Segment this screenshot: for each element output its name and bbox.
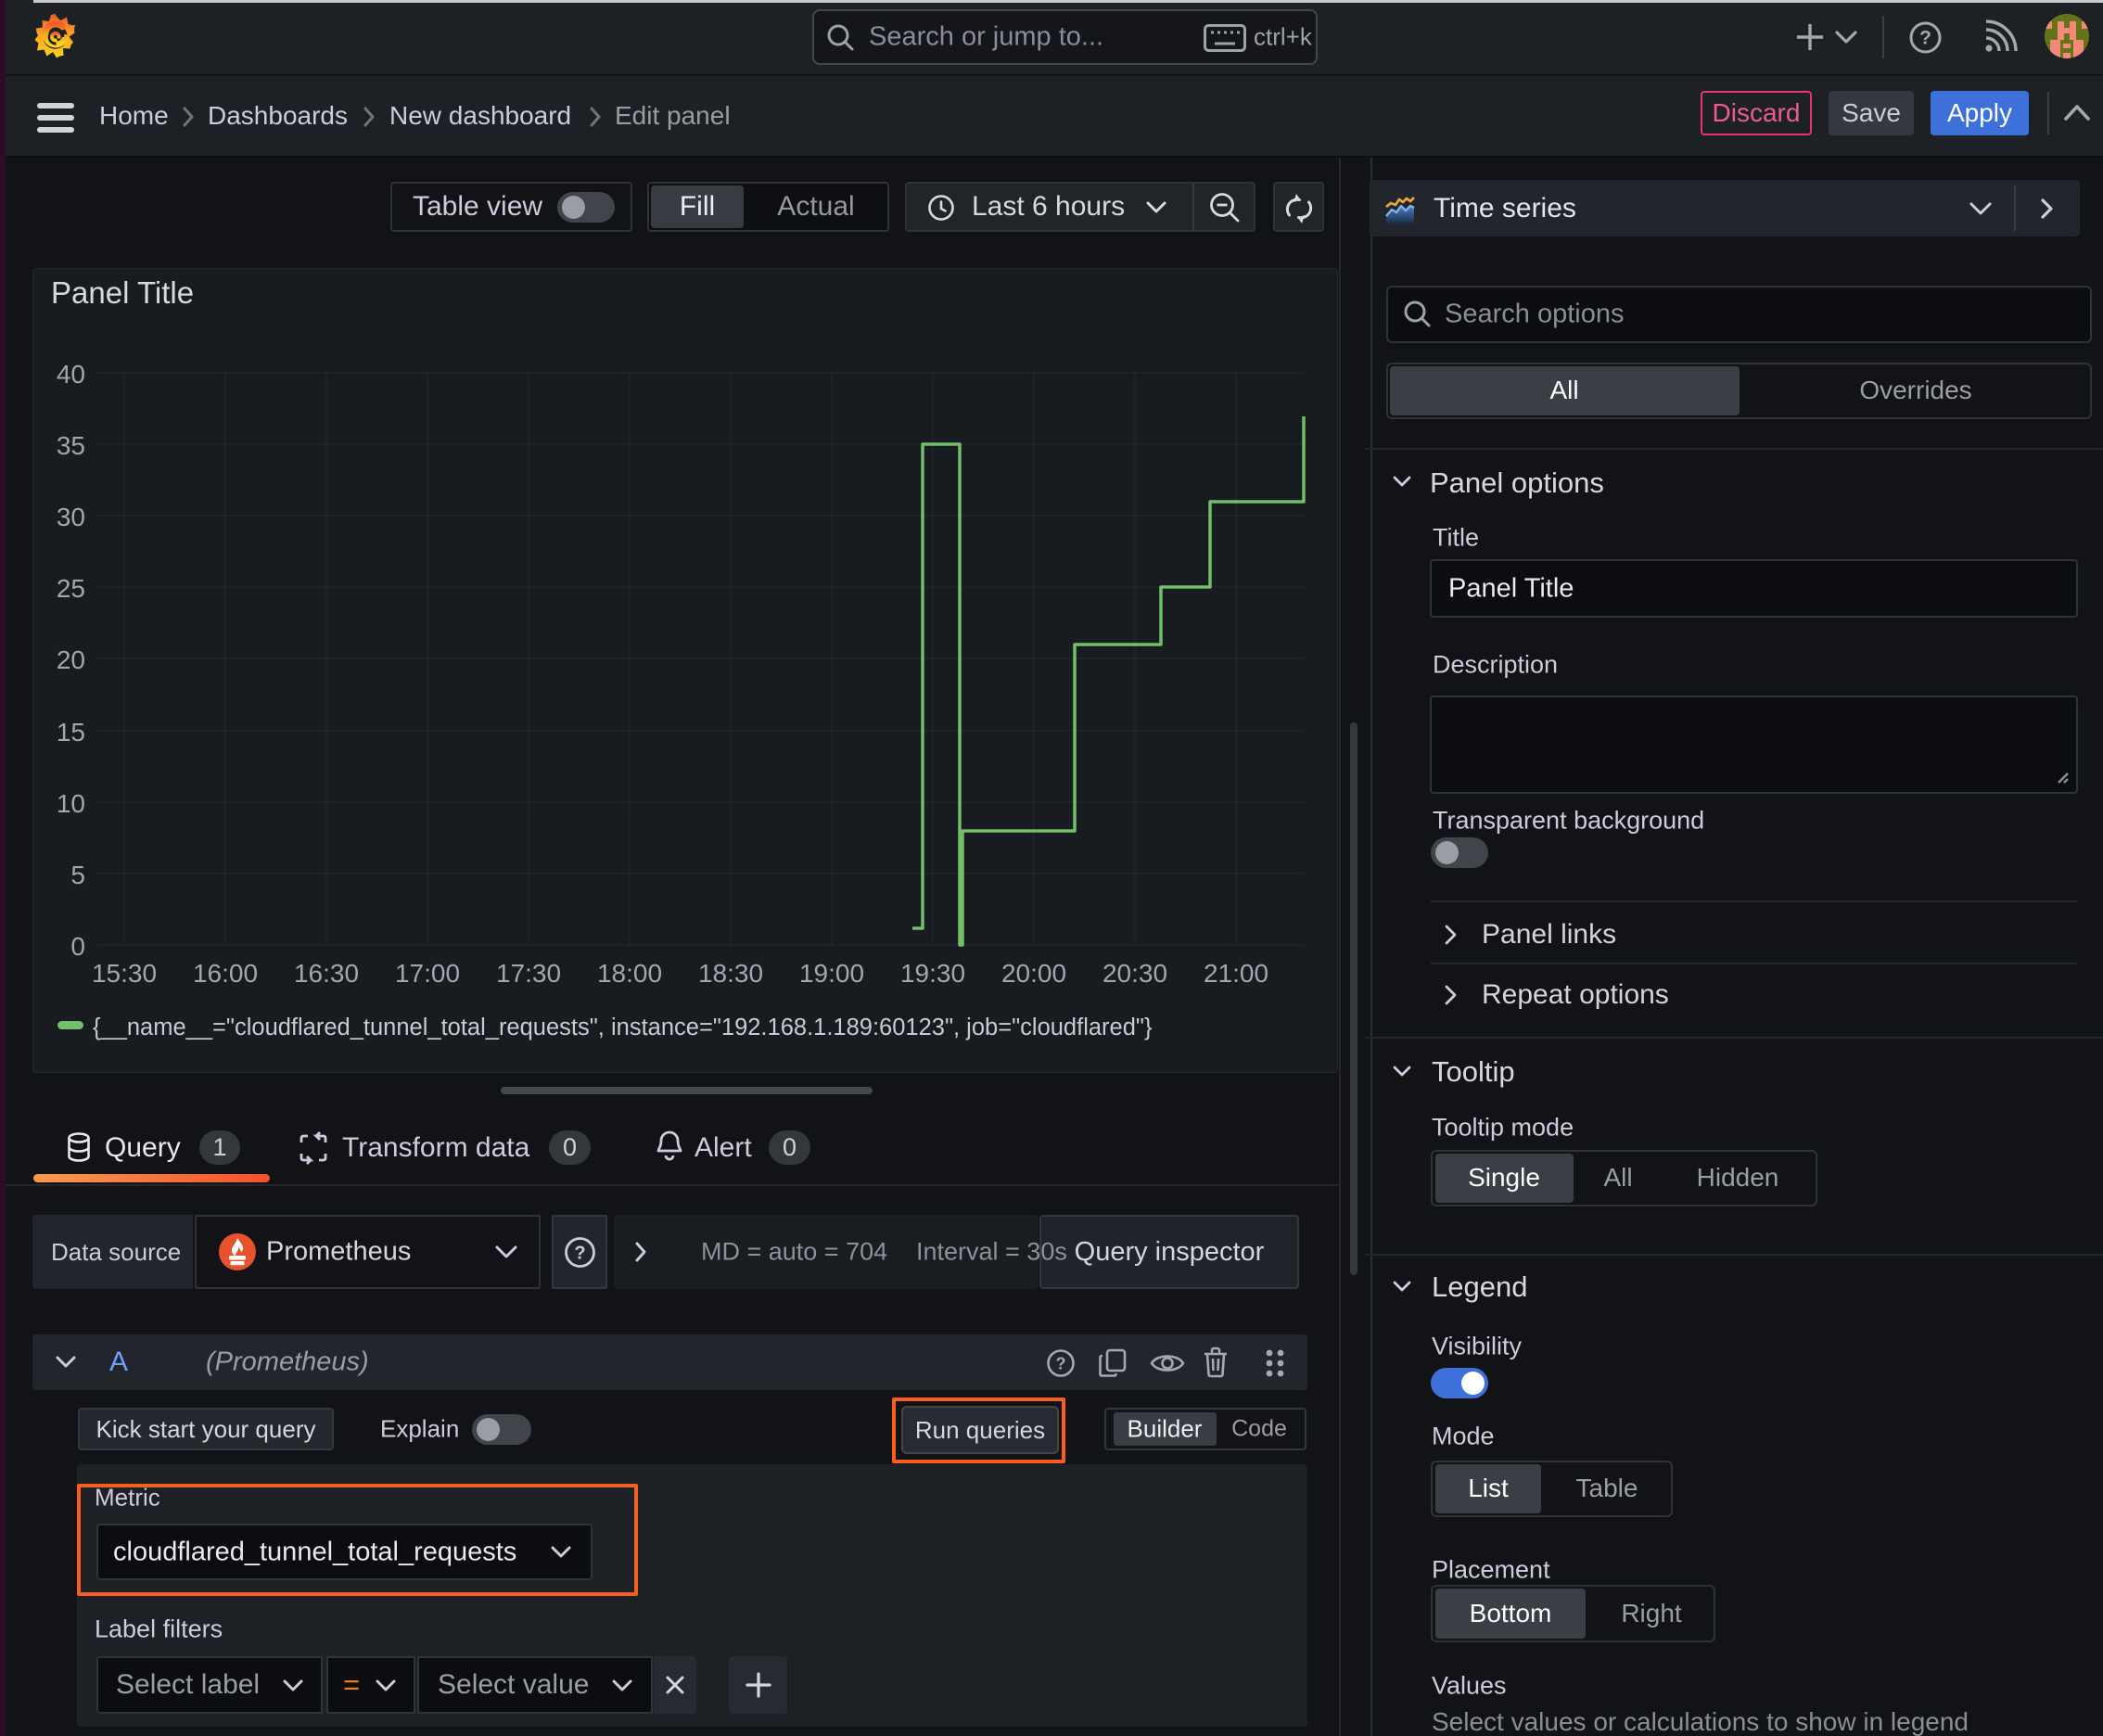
svg-text:16:00: 16:00 (193, 959, 258, 988)
svg-text:21:00: 21:00 (1204, 959, 1268, 988)
svg-text:{__name__="cloudflared_tunnel_: {__name__="cloudflared_tunnel_total_requ… (93, 1015, 1153, 1040)
svg-text:?: ? (1056, 1355, 1066, 1373)
svg-text:16:30: 16:30 (294, 959, 359, 988)
svg-text:40: 40 (57, 360, 85, 389)
svg-text:20:30: 20:30 (1102, 959, 1167, 988)
svg-text:19:30: 19:30 (900, 959, 965, 988)
svg-text:30: 30 (57, 503, 85, 531)
svg-text:15: 15 (57, 718, 85, 747)
svg-text:20: 20 (57, 645, 85, 674)
svg-text:10: 10 (57, 789, 85, 818)
svg-text:19:00: 19:00 (799, 959, 864, 988)
svg-text:?: ? (1919, 28, 1931, 49)
svg-text:18:00: 18:00 (597, 959, 662, 988)
svg-text:5: 5 (70, 861, 85, 889)
svg-text:?: ? (574, 1244, 585, 1264)
svg-text:17:00: 17:00 (395, 959, 460, 988)
svg-text:18:30: 18:30 (698, 959, 763, 988)
svg-text:20:00: 20:00 (1001, 959, 1066, 988)
svg-text:15:30: 15:30 (92, 959, 157, 988)
svg-text:35: 35 (57, 431, 85, 460)
svg-text:0: 0 (70, 932, 85, 961)
svg-text:17:30: 17:30 (496, 959, 561, 988)
svg-text:25: 25 (57, 574, 85, 603)
